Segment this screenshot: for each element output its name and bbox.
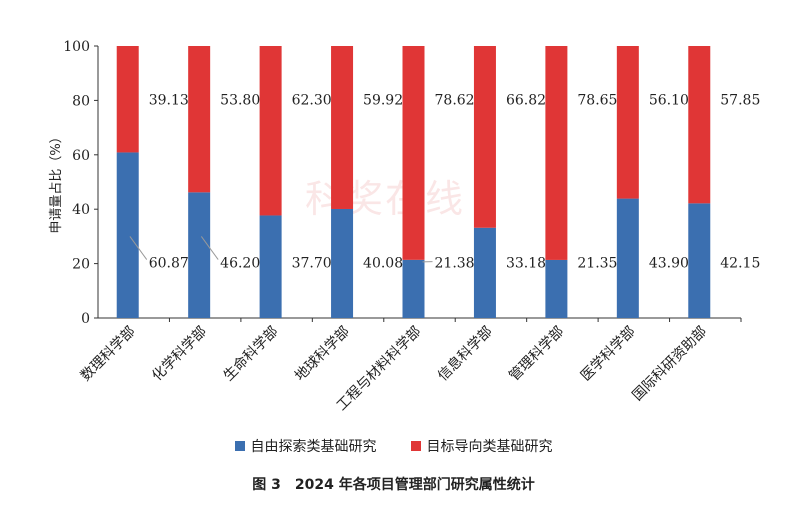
y-tick-label: 100 [63,39,90,55]
leader-line [129,236,148,260]
legend-item-target-oriented: 目标导向类基础研究 [410,436,553,456]
bar-segment-free-exploration [688,203,711,318]
bar-segment-free-exploration [473,227,496,318]
data-label-upper: 56.10 [649,92,689,108]
x-category-label: 国际科研资助部 [629,324,710,405]
x-category-label: 医学科学部 [578,324,639,385]
y-tick-label: 20 [72,257,90,273]
y-axis-label: 申请量占比（%） [49,130,64,233]
bar-segment-free-exploration [331,208,354,318]
data-label-upper: 59.92 [363,92,403,108]
bar-segment-free-exploration [616,198,639,318]
x-category-label: 管理科学部 [506,324,567,385]
legend-label: 自由探索类基础研究 [250,439,377,455]
x-category-label: 生命科学部 [220,323,282,385]
y-tick-label: 0 [81,311,90,327]
data-label-upper: 78.62 [435,92,475,108]
bar-segment-target-oriented [545,46,568,260]
legend-item-free-exploration: 自由探索类基础研究 [234,436,377,456]
bar-segment-target-oriented [331,46,354,209]
data-label-upper: 39.13 [149,92,189,108]
bar-segment-target-oriented [259,46,282,216]
data-label-lower: 60.87 [149,256,189,272]
x-category-label: 化学科学部 [149,324,210,385]
data-label-upper: 53.80 [220,92,260,108]
y-tick-label: 60 [72,148,90,164]
bar-segment-target-oriented [116,46,139,153]
legend-label: 目标导向类基础研究 [426,439,553,455]
data-label-upper: 78.65 [577,92,617,108]
bar-segment-free-exploration [116,152,139,318]
data-label-upper: 62.30 [292,92,332,108]
bar-segment-free-exploration [188,192,211,318]
data-label-lower: 21.35 [577,256,617,272]
data-label-upper: 57.85 [720,92,760,108]
data-label-lower: 40.08 [363,256,403,272]
data-label-lower: 33.18 [506,256,546,272]
bar-segment-free-exploration [259,215,282,318]
leader-line [200,236,219,260]
x-category-label: 地球科学部 [292,324,353,385]
data-label-lower: 42.15 [720,256,760,272]
bar-segment-free-exploration [402,259,425,318]
data-label-upper: 66.82 [506,92,546,108]
data-label-lower: 21.38 [435,256,475,272]
y-tick-label: 40 [72,202,90,218]
data-label-lower: 43.90 [649,256,689,272]
x-category-label: 数理科学部 [78,324,139,385]
data-label-lower: 46.20 [220,256,260,272]
bar-segment-target-oriented [188,46,211,193]
bar-segment-target-oriented [473,46,496,228]
legend-swatch-blue [234,441,245,451]
bar-segment-target-oriented [402,46,425,260]
data-label-lower: 37.70 [292,256,332,272]
figure-caption: 图 3 2024 年各项目管理部门研究属性统计 [252,477,535,493]
bar-segment-free-exploration [545,259,568,318]
legend-swatch-red [410,441,421,451]
stacked-bar-chart: 0 20 40 60 80 100 申请量占比（%） 39.13 60.87 数理科学部 53.80… [49,39,760,414]
legend: 自由探索类基础研究 目标导向类基础研究 [0,436,787,456]
bar-segment-target-oriented [688,46,711,204]
x-category-label: 信息科学部 [434,323,496,385]
bar-segment-target-oriented [616,46,639,199]
y-tick-label: 80 [72,93,90,109]
